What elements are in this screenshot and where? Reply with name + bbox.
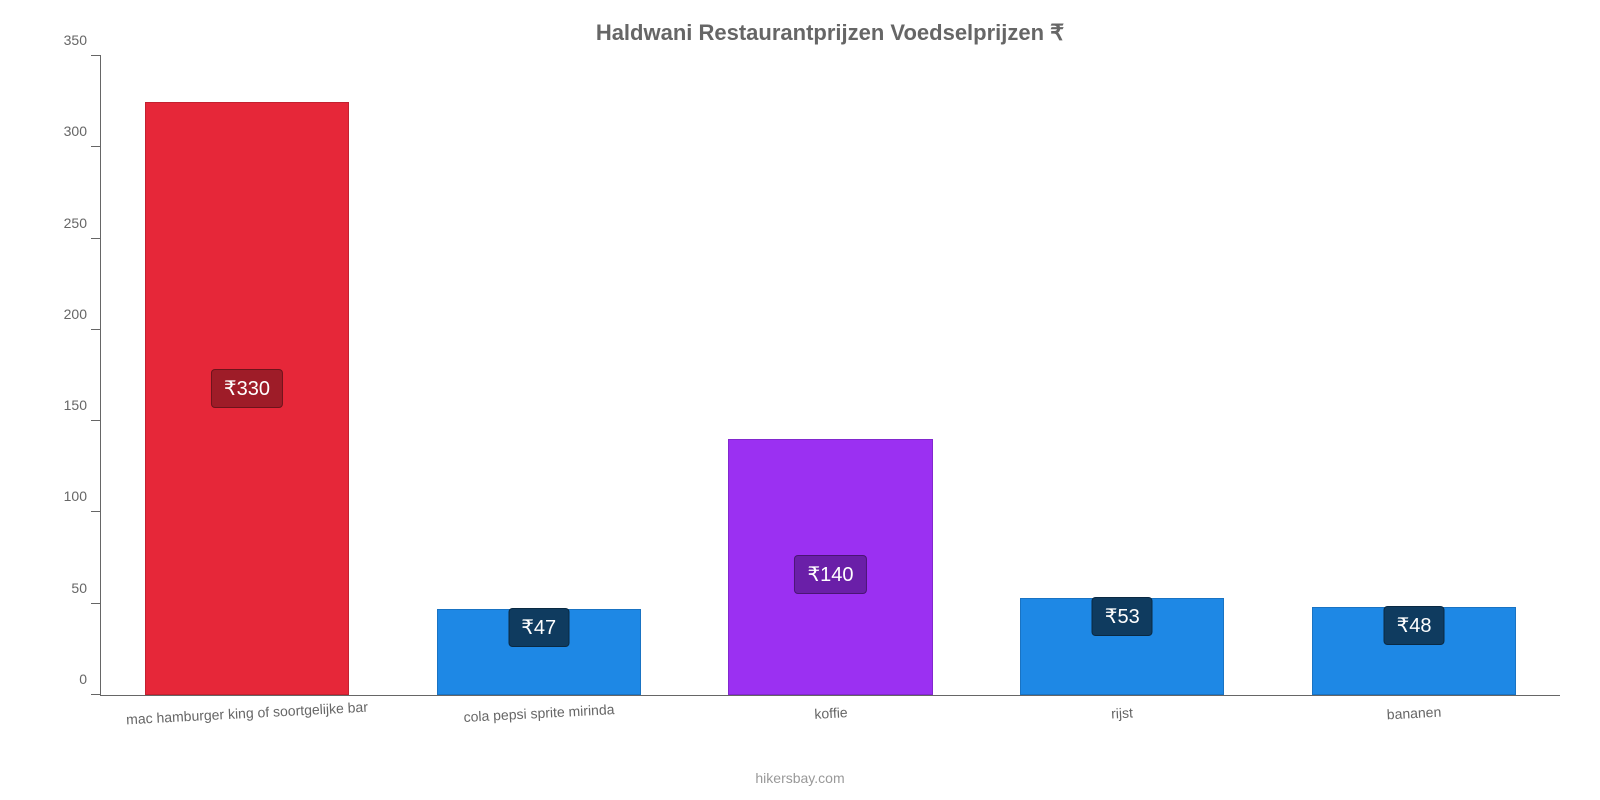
value-badge: ₹47 (508, 608, 569, 647)
y-tick (91, 329, 101, 330)
bar-slot: ₹53 (976, 56, 1268, 695)
value-badge: ₹140 (794, 555, 866, 594)
y-tick (91, 603, 101, 604)
x-axis-label: mac hamburger king of soortgelijke bar (101, 693, 393, 728)
y-tick (91, 55, 101, 56)
y-axis-label: 100 (64, 488, 101, 504)
value-badge: ₹53 (1092, 597, 1153, 636)
y-tick (91, 146, 101, 147)
bar: ₹53 (1020, 598, 1224, 695)
bar: ₹330 (145, 102, 349, 695)
bar-slot: ₹47 (393, 56, 685, 695)
x-axis-label: cola pepsi sprite mirinda (392, 693, 684, 728)
y-axis-label: 350 (64, 32, 101, 48)
chart-title: Haldwani Restaurantprijzen Voedselprijze… (100, 20, 1560, 46)
value-badge: ₹48 (1384, 606, 1445, 645)
y-axis-label: 150 (64, 397, 101, 413)
y-axis-label: 50 (71, 580, 101, 596)
value-badge: ₹330 (211, 369, 283, 408)
y-tick (91, 511, 101, 512)
y-axis-label: 0 (79, 671, 101, 687)
y-tick (91, 420, 101, 421)
y-tick (91, 238, 101, 239)
x-axis-label: koffie (684, 693, 976, 728)
price-bar-chart: Haldwani Restaurantprijzen Voedselprijze… (0, 0, 1600, 800)
y-axis-label: 300 (64, 123, 101, 139)
bar-slot: ₹330 (101, 56, 393, 695)
y-tick (91, 694, 101, 695)
y-axis-label: 250 (64, 215, 101, 231)
bar: ₹48 (1312, 607, 1516, 695)
bar-slot: ₹140 (685, 56, 977, 695)
x-axis-labels: mac hamburger king of soortgelijke barco… (101, 695, 1560, 715)
bar: ₹140 (728, 439, 932, 695)
x-axis-label: bananen (1268, 693, 1560, 728)
y-axis-label: 200 (64, 306, 101, 322)
bar-slot: ₹48 (1268, 56, 1560, 695)
x-axis-label: rijst (976, 693, 1268, 728)
bar: ₹47 (437, 609, 641, 695)
attribution-text: hikersbay.com (0, 770, 1600, 786)
plot-area: ₹330₹47₹140₹53₹48 mac hamburger king of … (100, 56, 1560, 696)
bars-group: ₹330 ₹47 ₹140 ₹53 ₹48 (101, 56, 1560, 695)
